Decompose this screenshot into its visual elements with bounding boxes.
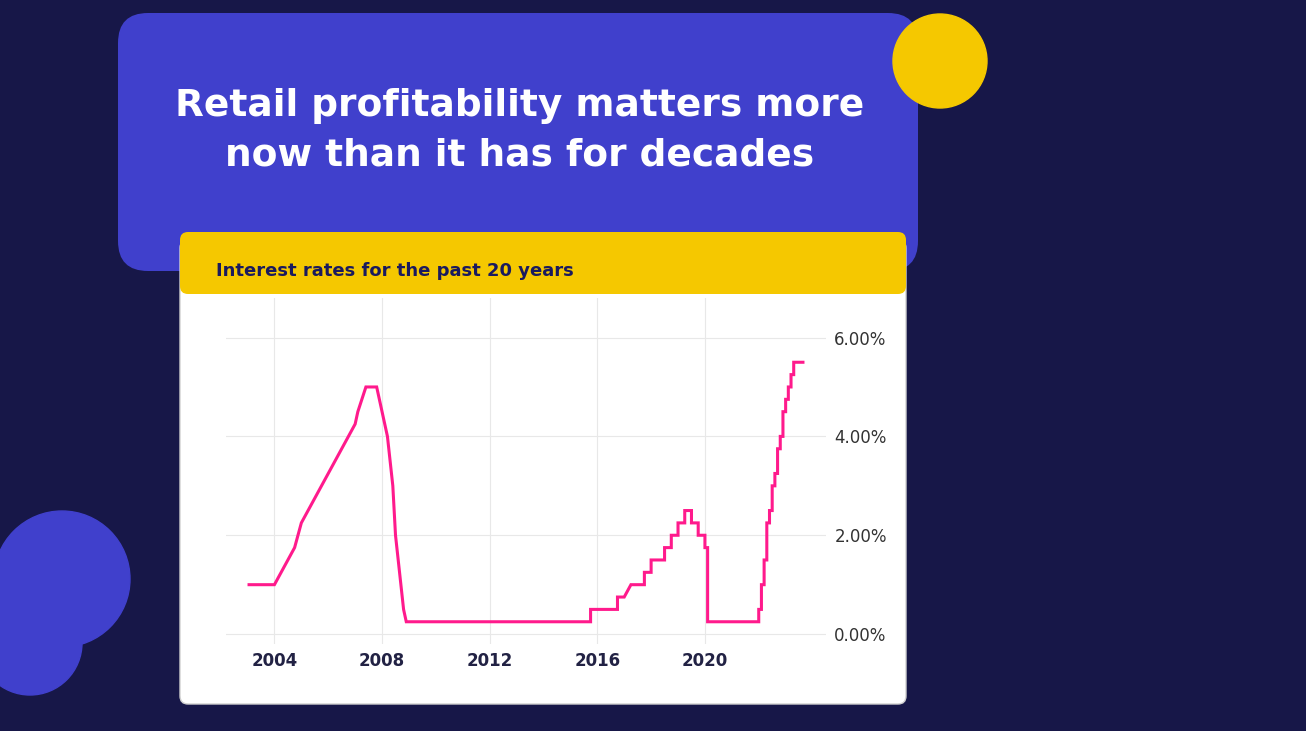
Circle shape bbox=[0, 511, 131, 647]
FancyBboxPatch shape bbox=[180, 240, 906, 704]
Circle shape bbox=[0, 591, 82, 695]
FancyBboxPatch shape bbox=[188, 248, 899, 286]
FancyBboxPatch shape bbox=[180, 232, 906, 294]
Text: Interest rates for the past 20 years: Interest rates for the past 20 years bbox=[215, 262, 573, 280]
Circle shape bbox=[893, 14, 987, 108]
Text: Retail profitability matters more
now than it has for decades: Retail profitability matters more now th… bbox=[175, 88, 865, 174]
FancyBboxPatch shape bbox=[118, 13, 918, 271]
